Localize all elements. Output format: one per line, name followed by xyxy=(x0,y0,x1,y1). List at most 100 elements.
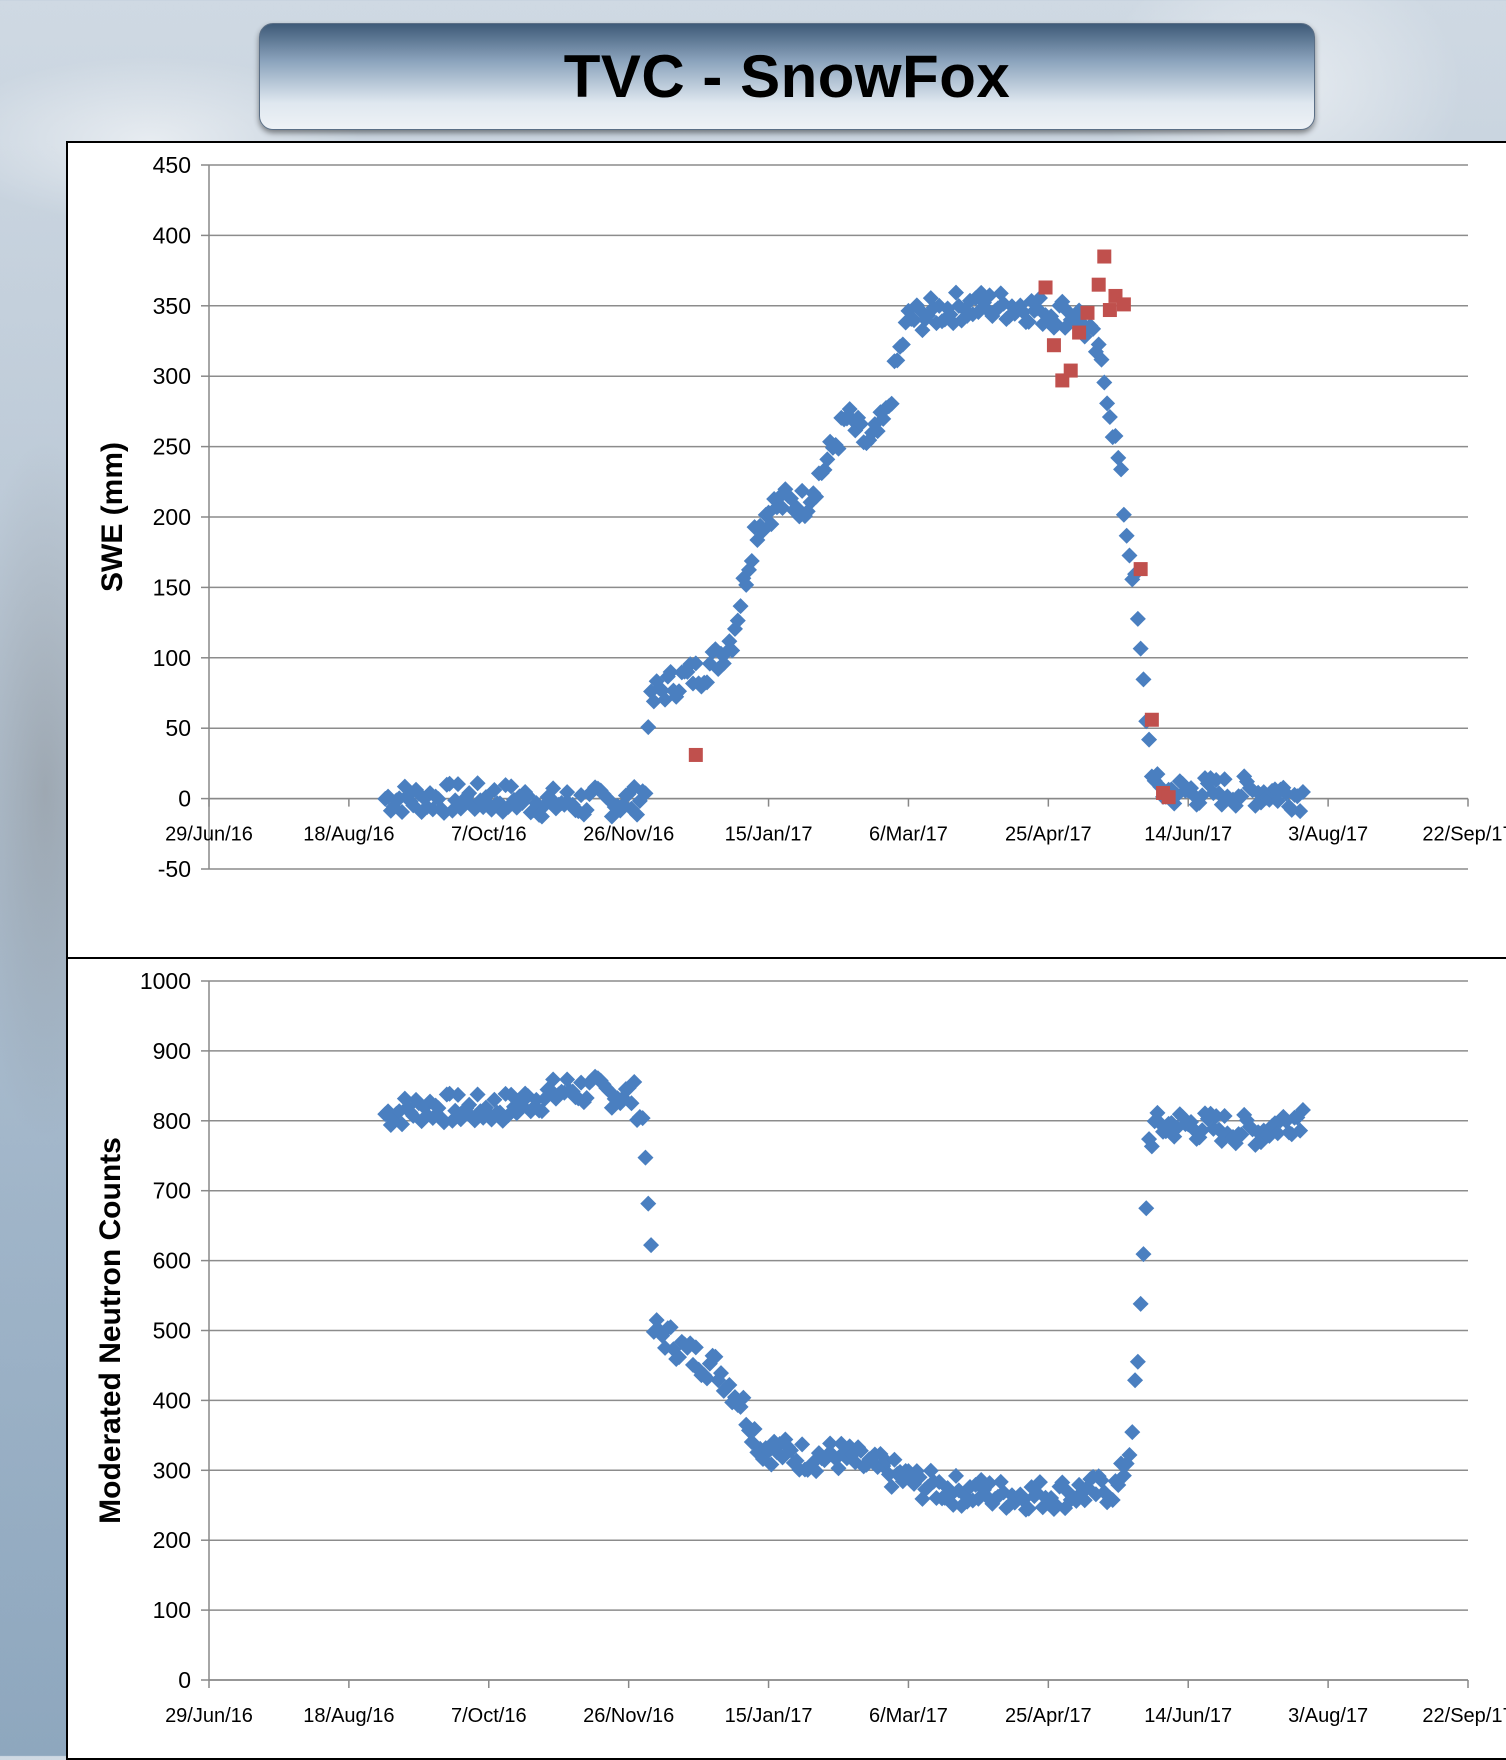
data-point xyxy=(699,1370,716,1387)
data-point xyxy=(1093,1472,1110,1489)
data-point xyxy=(1269,1125,1286,1142)
data-point xyxy=(578,1089,595,1106)
data-point xyxy=(1208,1108,1225,1125)
data-point xyxy=(503,778,520,795)
data-point xyxy=(852,1442,869,1459)
data-point xyxy=(623,1095,640,1112)
data-point xyxy=(1292,803,1309,820)
observation-point xyxy=(1038,280,1053,295)
data-point xyxy=(578,801,595,818)
data-point xyxy=(1191,1129,1208,1146)
data-point xyxy=(948,284,965,301)
data-point xyxy=(1020,1500,1037,1517)
y-axis-label: Moderated Neutron Counts xyxy=(94,1137,127,1524)
x-tick-label: 3/Aug/17 xyxy=(1288,1705,1368,1727)
data-point xyxy=(911,301,928,318)
data-point xyxy=(1129,1353,1146,1370)
x-tick-label: 15/Jan/17 xyxy=(725,824,813,846)
data-point xyxy=(643,1237,660,1254)
y-tick-label: 300 xyxy=(153,363,191,389)
data-point xyxy=(894,336,911,353)
data-point xyxy=(1194,787,1211,804)
y-tick-label: 0 xyxy=(178,1667,191,1693)
data-point xyxy=(830,1460,847,1477)
data-point xyxy=(469,775,486,792)
y-tick-label: 100 xyxy=(153,1597,191,1623)
x-tick-label: 26/Nov/16 xyxy=(583,824,674,846)
data-point xyxy=(685,1356,702,1373)
data-point xyxy=(1113,461,1130,478)
data-point xyxy=(645,693,662,710)
series-red xyxy=(688,249,1176,805)
data-point xyxy=(732,598,749,615)
data-point xyxy=(883,395,900,412)
data-point xyxy=(1127,1372,1144,1389)
data-point xyxy=(726,1389,743,1406)
data-point xyxy=(1057,1500,1074,1517)
observation-point xyxy=(1116,297,1131,312)
swe-chart-panel: -50 0 50 100 150 200 250 300 350 400 450 29/Jun/16 1… xyxy=(66,141,1506,961)
data-point xyxy=(1057,319,1074,336)
data-point xyxy=(1085,320,1102,337)
data-point xyxy=(743,552,760,569)
y-tick-label: 450 xyxy=(153,152,191,178)
x-tick-label: 18/Aug/16 xyxy=(303,1705,394,1727)
y-tick-label: 400 xyxy=(153,1387,191,1413)
data-point xyxy=(559,1071,576,1088)
y-tick-label: 250 xyxy=(153,434,191,460)
swe-chart: -50 0 50 100 150 200 250 300 350 400 450 29/Jun/16 1… xyxy=(96,152,1506,882)
data-point xyxy=(629,806,646,823)
data-point xyxy=(1141,1131,1158,1148)
data-point xyxy=(1294,1102,1311,1119)
data-point xyxy=(721,1377,738,1394)
data-point xyxy=(394,803,411,820)
data-point xyxy=(483,1111,500,1128)
y-tick-label: 300 xyxy=(153,1457,191,1483)
data-point xyxy=(869,423,886,440)
data-point xyxy=(1031,1474,1048,1491)
x-tick-label: 14/Jun/17 xyxy=(1144,1705,1232,1727)
x-tick-label: 29/Jun/16 xyxy=(165,824,253,846)
data-point xyxy=(878,1453,895,1470)
data-point xyxy=(380,1103,397,1120)
data-point xyxy=(413,1113,430,1130)
y-tick-label: 50 xyxy=(165,715,191,741)
y-tick-label: 400 xyxy=(153,222,191,248)
data-point xyxy=(533,1103,550,1120)
data-point xyxy=(763,516,780,533)
data-point xyxy=(637,785,654,802)
neutron-chart-panel: 0 100 200 300 400 500 600 700 800 900 1000 29/Jun/1… xyxy=(66,957,1506,1760)
data-point xyxy=(794,482,811,499)
x-tick-label: 29/Jun/16 xyxy=(165,1705,253,1727)
observation-point xyxy=(1097,249,1112,264)
data-point xyxy=(1294,783,1311,800)
data-point xyxy=(637,1149,654,1166)
data-point xyxy=(452,1111,469,1128)
data-point xyxy=(914,1490,931,1507)
data-point xyxy=(738,576,755,593)
data-point xyxy=(948,1467,965,1484)
data-point xyxy=(1216,771,1233,788)
data-point xyxy=(808,488,825,505)
x-tick-label: 25/Apr/17 xyxy=(1005,1705,1092,1727)
data-point xyxy=(662,663,679,680)
data-point xyxy=(1110,449,1127,466)
series-blue xyxy=(377,1068,1311,1518)
observation-point xyxy=(1102,303,1117,318)
data-point xyxy=(494,1112,511,1129)
data-point xyxy=(880,1466,897,1483)
data-point xyxy=(707,1348,724,1365)
data-point xyxy=(1236,1106,1253,1123)
data-point xyxy=(740,561,757,578)
observation-point xyxy=(1046,338,1061,353)
data-point xyxy=(1141,731,1158,748)
data-point xyxy=(1174,1109,1191,1126)
x-tick-label: 25/Apr/17 xyxy=(1005,824,1092,846)
y-tick-label: 100 xyxy=(153,645,191,671)
data-point xyxy=(886,1451,903,1468)
data-point xyxy=(450,776,467,793)
series-blue xyxy=(377,284,1311,825)
data-point xyxy=(922,290,939,307)
data-point xyxy=(1292,1122,1309,1139)
data-point xyxy=(1107,427,1124,444)
